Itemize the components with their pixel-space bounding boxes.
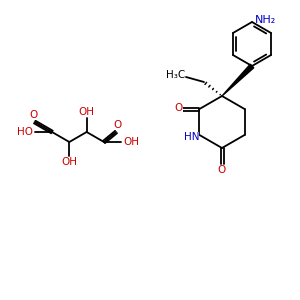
- Text: OH: OH: [123, 137, 139, 147]
- Text: OH: OH: [61, 157, 77, 167]
- Text: H₃C: H₃C: [167, 70, 186, 80]
- Text: O: O: [218, 165, 226, 175]
- Polygon shape: [222, 64, 254, 96]
- Text: OH: OH: [79, 107, 94, 117]
- Text: HO: HO: [17, 127, 33, 137]
- Text: NH₂: NH₂: [255, 15, 277, 25]
- Text: O: O: [30, 110, 38, 120]
- Text: O: O: [174, 103, 183, 113]
- Text: O: O: [113, 120, 121, 130]
- Text: HN: HN: [184, 132, 199, 142]
